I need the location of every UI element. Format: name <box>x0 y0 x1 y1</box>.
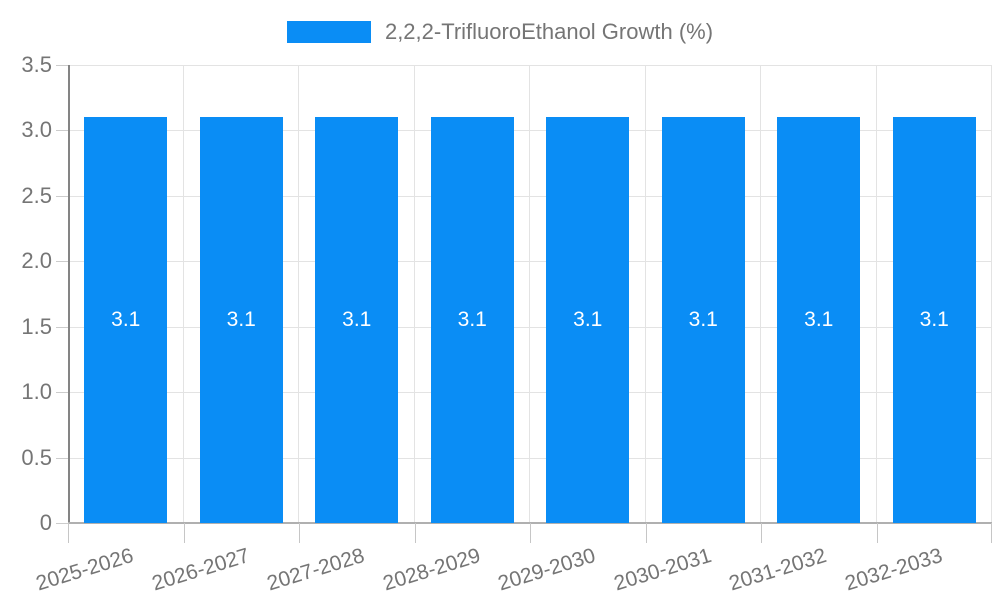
legend-label: 2,2,2-TrifluoroEthanol Growth (%) <box>384 19 714 44</box>
x-tick-label: 2026-2027 <box>149 544 252 596</box>
v-gridline <box>182 65 184 523</box>
bar-2025-2026 <box>84 117 168 523</box>
y-tick-label: 0 <box>39 510 52 535</box>
v-gridline <box>875 65 877 523</box>
y-tick-mark <box>56 326 68 328</box>
h-gridline <box>68 261 992 263</box>
x-tick-mark <box>530 523 531 543</box>
bar-2029-2030 <box>546 117 630 523</box>
x-tick-mark <box>991 523 992 543</box>
bar-value-label: 3.1 <box>342 308 372 332</box>
x-tick-label: 2027-2028 <box>264 544 368 596</box>
bar-value-label: 3.1 <box>226 308 256 332</box>
bar-2027-2028 <box>315 117 399 523</box>
x-tick-label: 2028-2029 <box>380 544 483 596</box>
v-gridline <box>298 65 299 523</box>
bar-value-label: 3.1 <box>573 308 603 332</box>
v-gridline <box>760 65 761 523</box>
bar-2026-2027 <box>199 117 283 523</box>
y-tick-mark <box>56 65 68 66</box>
y-tick-label: 0.5 <box>21 444 52 470</box>
x-tick-mark <box>183 523 185 543</box>
h-gridline <box>68 326 992 328</box>
x-tick-mark <box>645 523 647 543</box>
x-tick-mark <box>299 523 300 543</box>
plot-area: 3.1 3.1 3.1 3.1 3.1 3.1 3.1 3.1 <box>68 65 992 524</box>
chart-legend: 2,2,2-TrifluoroEthanol Growth (%) <box>0 16 1000 48</box>
v-gridline <box>991 65 992 523</box>
bar-2031-2032 <box>777 117 861 523</box>
h-gridline <box>68 65 992 66</box>
bar-2032-2033 <box>892 117 976 523</box>
x-tick-label: 2032-2033 <box>842 544 945 596</box>
bar-value-label: 3.1 <box>111 308 141 332</box>
v-gridline <box>413 65 415 523</box>
y-tick-label: 2.0 <box>21 248 52 274</box>
v-gridline <box>644 65 646 523</box>
bar-2028-2029 <box>430 117 514 523</box>
y-tick-mark <box>56 195 68 197</box>
h-gridline <box>68 457 992 459</box>
y-tick-mark <box>56 261 68 263</box>
h-gridline <box>68 195 992 197</box>
bar-2030-2031 <box>661 117 745 523</box>
x-tick-label: 2031-2032 <box>726 544 830 596</box>
x-tick-mark <box>68 523 69 543</box>
x-tick-label: 2025-2026 <box>33 544 137 596</box>
y-tick-mark <box>56 523 68 524</box>
bar-value-label: 3.1 <box>688 308 718 332</box>
y-tick-label: 1.0 <box>21 379 52 405</box>
bar-value-label: 3.1 <box>919 308 949 332</box>
y-tick-label: 1.5 <box>21 313 52 339</box>
h-gridline <box>68 130 992 132</box>
y-axis-line <box>68 65 70 523</box>
x-tick-label: 2029-2030 <box>495 544 599 596</box>
legend-swatch <box>286 21 371 43</box>
x-tick-mark <box>414 523 416 543</box>
x-tick-label: 2030-2031 <box>611 544 714 596</box>
v-gridline <box>529 65 530 523</box>
x-tick-mark <box>761 523 762 543</box>
y-tick-label: 2.5 <box>21 182 52 208</box>
bar-value-label: 3.1 <box>804 308 834 332</box>
y-tick-mark <box>56 130 68 132</box>
y-tick-mark <box>56 457 68 459</box>
y-tick-mark <box>56 392 68 394</box>
bar-value-label: 3.1 <box>457 308 487 332</box>
x-tick-mark <box>876 523 878 543</box>
y-tick-label: 3.5 <box>21 52 52 77</box>
y-tick-label: 3.0 <box>21 117 52 143</box>
h-gridline <box>68 392 992 394</box>
